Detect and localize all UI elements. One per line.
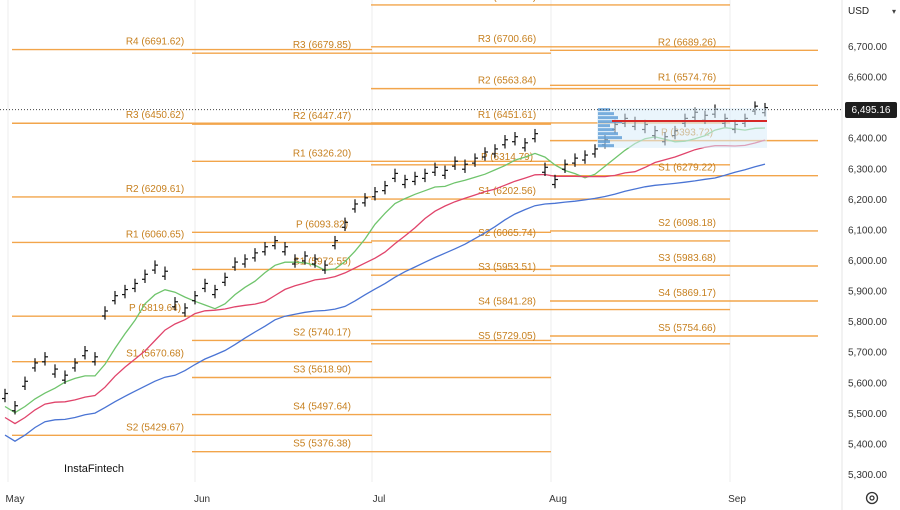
volume-profile-bar [598,124,610,128]
last-price-tag: 6,495.16 [845,102,897,118]
pivot-level-label: R3 (6700.66) [478,34,536,45]
pivot-level-label: R3 (6679.85) [293,40,351,51]
logo-text: InstaFintech [64,463,124,475]
pivot-level-label: S4 (5841.28) [478,297,536,308]
x-tick-label: May [6,494,25,505]
pivot-level-label: R1 (6326.20) [293,148,351,159]
volume-profile-bar [598,120,622,124]
y-tick-label: 6,600.00 [848,73,887,84]
volume-profile-bar [598,116,618,120]
volume-profile-bar [598,132,618,136]
pivot-level-label: R2 (6563.84) [478,76,536,87]
pivot-level-label: R1 (6451.61) [478,110,536,121]
y-tick-label: 5,900.00 [848,287,887,298]
pivot-level-label: S4 (5497.64) [293,402,351,413]
y-tick-label: 5,500.00 [848,409,887,420]
pivot-level-label: S3 (5983.68) [658,253,716,264]
pivot-level-label: S2 (5429.67) [126,422,184,433]
chevron-down-icon: ▾ [891,6,896,16]
pivot-level-label: R1 (6574.76) [658,72,716,83]
currency-selector[interactable]: USD ▾ [848,3,896,19]
y-tick-label: 6,300.00 [848,164,887,175]
pivot-level-label: S1 (5972.55) [293,256,351,267]
y-tick-label: 6,700.00 [848,42,887,53]
y-tick-label: 5,600.00 [848,378,887,389]
x-tick-label: Jul [373,494,386,505]
pivot-level-label: R2 (6209.61) [126,184,184,195]
y-tick-label: 5,300.00 [848,470,887,481]
pivot-level-label: S3 (5953.51) [478,262,536,273]
volume-profile-bar [598,112,614,116]
pivot-level-label: S2 (5740.17) [293,327,351,338]
pivot-level-label: S5 (5754.66) [658,323,716,334]
y-tick-label: 5,800.00 [848,317,887,328]
y-tick-label: 5,700.00 [848,348,887,359]
pivot-level-label: P (5819.64) [129,303,181,314]
ma-mid-line [4,139,766,425]
pivot-level-label: R4 (6837.48) [478,0,536,3]
y-tick-label: 6,100.00 [848,225,887,236]
pivot-level-label: S3 (5618.90) [293,365,351,376]
volume-profile-bar [598,144,614,148]
pivot-level-label: S1 (6279.22) [658,163,716,174]
x-tick-label: Aug [549,494,567,505]
pivot-level-label: S5 (5376.38) [293,439,351,450]
pivot-level-label: P (6093.82) [296,219,348,230]
pivot-level-label: S2 (6065.74) [478,228,536,239]
y-tick-label: 5,400.00 [848,439,887,450]
ma-fast-line [4,127,766,414]
instafintech-logo: InstaFintech [55,459,133,479]
volume-profile-bar [598,140,610,144]
pivot-level-label: S2 (6098.18) [658,218,716,229]
volume-profile-bar [598,136,622,140]
ma-slow-line [4,163,766,442]
pivot-level-label: P (6314.79) [481,152,533,163]
currency-label: USD [848,5,870,17]
pivot-level-label: S5 (5729.05) [478,331,536,342]
pivot-level-label: S4 (5869.17) [658,288,716,299]
pivot-level-label: S1 (5670.68) [126,349,184,360]
y-tick-label: 6,400.00 [848,134,887,145]
volume-profile-bar [598,128,614,132]
x-tick-label: Sep [728,494,746,505]
volume-profile-area [597,108,767,148]
pivot-level-label: R1 (6060.65) [126,229,184,240]
pivot-level-label: S1 (6202.56) [478,186,536,197]
y-tick-label: 6,200.00 [848,195,887,206]
x-tick-label: Jun [194,494,210,505]
last-price-value: 6,495.16 [851,104,891,116]
y-tick-label: 6,000.00 [848,256,887,267]
gear-icon[interactable] [864,490,880,506]
pivot-level-label: R2 (6689.26) [658,37,716,48]
pivot-level-label: R2 (6447.47) [293,111,351,122]
pivot-level-label: R4 (6691.62) [126,37,184,48]
pivot-level-label: R3 (6450.62) [126,110,184,121]
